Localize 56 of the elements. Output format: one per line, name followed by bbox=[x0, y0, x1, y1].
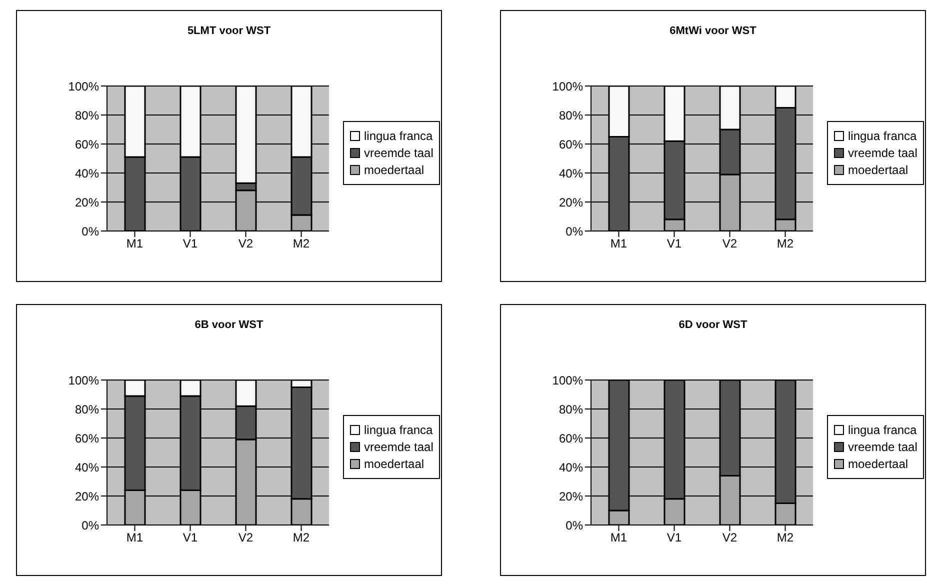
legend-label: vreemde taal bbox=[364, 146, 434, 160]
legend-label: lingua franca bbox=[364, 423, 433, 437]
chart-title: 6D voor WST bbox=[678, 319, 748, 331]
x-tick-label: V2 bbox=[238, 530, 254, 545]
chart-title: 5LMT voor WST bbox=[186, 25, 272, 37]
y-tick-label: 0% bbox=[82, 518, 100, 532]
y-tick-label: 100% bbox=[552, 373, 584, 388]
x-tick-label: M2 bbox=[292, 530, 310, 545]
y-tick-label: 60% bbox=[558, 431, 584, 446]
x-tick-label: V2 bbox=[722, 236, 738, 251]
x-tick-label: V1 bbox=[666, 530, 682, 545]
y-tick-label: 80% bbox=[558, 108, 584, 122]
y-tick-label: 40% bbox=[74, 460, 100, 474]
y-tick-label: 80% bbox=[558, 402, 584, 416]
y-tick-label: 20% bbox=[74, 195, 100, 210]
y-tick-label: 100% bbox=[552, 79, 584, 94]
legend-label: vreemde taal bbox=[848, 146, 918, 160]
x-tick-label: V1 bbox=[182, 530, 198, 545]
legend-label: moedertaal bbox=[848, 457, 908, 471]
x-tick-label: M1 bbox=[126, 530, 144, 545]
legend-label: lingua franca bbox=[848, 423, 917, 437]
y-tick-label: 0% bbox=[566, 518, 584, 532]
y-tick-label: 20% bbox=[74, 489, 100, 504]
x-tick-label: M1 bbox=[126, 236, 144, 251]
x-tick-label: M2 bbox=[776, 236, 794, 251]
legend-label: moedertaal bbox=[364, 163, 424, 177]
y-tick-label: 40% bbox=[558, 166, 584, 180]
y-tick-label: 80% bbox=[74, 402, 100, 416]
y-tick-label: 100% bbox=[68, 373, 100, 388]
legend-label: lingua franca bbox=[364, 129, 433, 143]
chart-title: 6MtWi voor WST bbox=[668, 25, 758, 37]
y-tick-label: 20% bbox=[558, 195, 584, 210]
legend-label: moedertaal bbox=[364, 457, 424, 471]
y-tick-label: 100% bbox=[68, 79, 100, 94]
legend-label: vreemde taal bbox=[364, 440, 434, 454]
legend-label: vreemde taal bbox=[848, 440, 918, 454]
y-tick-label: 0% bbox=[566, 224, 584, 238]
x-tick-label: V2 bbox=[722, 530, 738, 545]
legend-label: moedertaal bbox=[848, 163, 908, 177]
legend-label: lingua franca bbox=[848, 129, 917, 143]
y-tick-label: 60% bbox=[74, 431, 100, 446]
y-tick-label: 20% bbox=[558, 489, 584, 504]
y-tick-label: 80% bbox=[74, 108, 100, 122]
y-tick-label: 40% bbox=[558, 460, 584, 474]
x-tick-label: V2 bbox=[238, 236, 254, 251]
y-tick-label: 0% bbox=[82, 224, 100, 238]
y-tick-label: 60% bbox=[74, 137, 100, 152]
x-tick-label: M1 bbox=[610, 530, 628, 545]
chart-title: 6B voor WST bbox=[194, 319, 264, 331]
y-tick-label: 40% bbox=[74, 166, 100, 180]
x-tick-label: V1 bbox=[666, 236, 682, 251]
y-tick-label: 60% bbox=[558, 137, 584, 152]
x-tick-label: M2 bbox=[292, 236, 310, 251]
x-tick-label: M1 bbox=[610, 236, 628, 251]
x-tick-label: V1 bbox=[182, 236, 198, 251]
x-tick-label: M2 bbox=[776, 530, 794, 545]
